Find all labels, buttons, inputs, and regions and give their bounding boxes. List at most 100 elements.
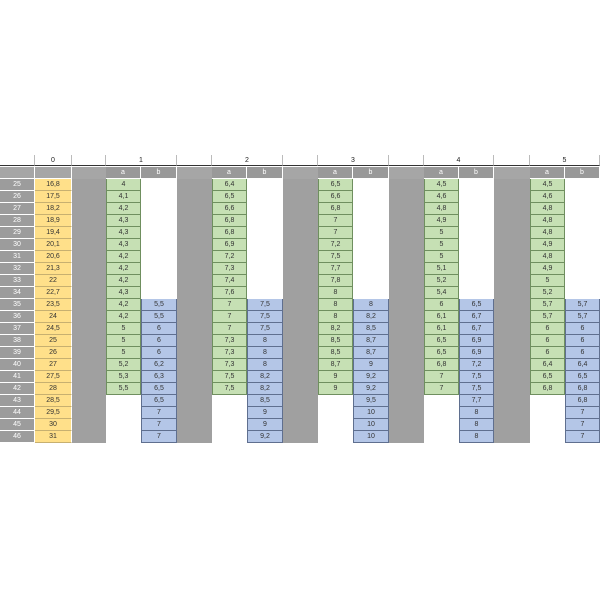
cell-col-0[interactable]: 24 (35, 311, 72, 323)
cell-col-0[interactable]: 28,5 (35, 395, 72, 407)
cell-b[interactable]: 6 (141, 347, 177, 359)
cell-a[interactable]: 4,2 (106, 311, 141, 323)
cell-a[interactable]: 4,2 (106, 275, 141, 287)
row-number[interactable]: 42 (0, 383, 35, 395)
cell-b[interactable] (353, 191, 389, 203)
cell-b[interactable]: 6 (565, 323, 600, 335)
column-header-4[interactable]: 4 (424, 155, 494, 166)
cell-b[interactable] (459, 263, 494, 275)
cell-b[interactable] (565, 179, 600, 191)
cell-a[interactable]: 5,3 (106, 371, 141, 383)
cell-a[interactable]: 4,9 (530, 239, 565, 251)
cell-a[interactable]: 7,8 (318, 275, 353, 287)
cell-b[interactable]: 7,5 (459, 383, 494, 395)
cell-b[interactable] (459, 227, 494, 239)
cell-b[interactable] (565, 287, 600, 299)
cell-b[interactable] (353, 203, 389, 215)
cell-a[interactable]: 7,5 (318, 251, 353, 263)
cell-a[interactable]: 4,3 (106, 227, 141, 239)
column-header-0[interactable]: 0 (35, 155, 72, 166)
cell-a[interactable]: 4 (106, 179, 141, 191)
cell-a[interactable]: 7 (318, 227, 353, 239)
cell-b[interactable] (353, 215, 389, 227)
cell-b[interactable]: 7,2 (459, 359, 494, 371)
cell-a[interactable]: 4,2 (106, 263, 141, 275)
cell-b[interactable]: 7 (565, 407, 600, 419)
cell-b[interactable]: 6,3 (141, 371, 177, 383)
cell-a[interactable]: 5,7 (530, 299, 565, 311)
cell-a[interactable]: 5,2 (530, 287, 565, 299)
cell-a[interactable]: 4,8 (424, 203, 459, 215)
cell-b[interactable]: 9 (247, 419, 283, 431)
cell-b[interactable]: 6,9 (459, 335, 494, 347)
cell-a[interactable] (212, 407, 247, 419)
cell-b[interactable] (565, 215, 600, 227)
cell-a[interactable]: 5 (424, 251, 459, 263)
cell-b[interactable] (141, 191, 177, 203)
cell-b[interactable]: 5,7 (565, 311, 600, 323)
cell-a[interactable]: 4,9 (424, 215, 459, 227)
cell-b[interactable]: 5,7 (565, 299, 600, 311)
cell-a[interactable]: 5 (424, 227, 459, 239)
row-number[interactable]: 43 (0, 395, 35, 407)
cell-col-0[interactable]: 28 (35, 383, 72, 395)
cell-b[interactable]: 8 (247, 347, 283, 359)
cell-a[interactable]: 4,3 (106, 215, 141, 227)
cell-b[interactable] (565, 191, 600, 203)
cell-a[interactable]: 8,7 (318, 359, 353, 371)
cell-b[interactable]: 6,5 (459, 299, 494, 311)
cell-b[interactable] (141, 275, 177, 287)
cell-a[interactable] (424, 407, 459, 419)
cell-a[interactable] (106, 407, 141, 419)
cell-b[interactable]: 9 (247, 407, 283, 419)
cell-b[interactable] (247, 191, 283, 203)
cell-col-0[interactable]: 31 (35, 431, 72, 443)
cell-a[interactable]: 7,3 (212, 263, 247, 275)
cell-a[interactable]: 8 (318, 287, 353, 299)
cell-col-0[interactable]: 27 (35, 359, 72, 371)
cell-b[interactable] (459, 239, 494, 251)
cell-a[interactable] (212, 395, 247, 407)
cell-a[interactable]: 5,2 (424, 275, 459, 287)
cell-a[interactable]: 6,8 (212, 227, 247, 239)
cell-b[interactable]: 8 (247, 335, 283, 347)
cell-b[interactable]: 6 (141, 323, 177, 335)
row-number[interactable]: 39 (0, 347, 35, 359)
row-number[interactable]: 34 (0, 287, 35, 299)
cell-b[interactable]: 6,5 (141, 395, 177, 407)
cell-a[interactable]: 4,2 (106, 299, 141, 311)
cell-b[interactable]: 7,5 (247, 299, 283, 311)
cell-a[interactable]: 4,8 (530, 203, 565, 215)
row-number[interactable]: 36 (0, 311, 35, 323)
cell-b[interactable] (141, 179, 177, 191)
cell-b[interactable]: 7 (565, 419, 600, 431)
cell-a[interactable] (530, 395, 565, 407)
cell-a[interactable]: 6 (530, 347, 565, 359)
cell-a[interactable]: 6,6 (212, 203, 247, 215)
cell-a[interactable]: 6 (530, 335, 565, 347)
cell-a[interactable]: 5 (106, 347, 141, 359)
cell-b[interactable]: 5,5 (141, 311, 177, 323)
cell-b[interactable]: 6,4 (565, 359, 600, 371)
cell-col-0[interactable]: 21,3 (35, 263, 72, 275)
cell-a[interactable]: 7 (212, 299, 247, 311)
cell-col-0[interactable]: 22,7 (35, 287, 72, 299)
cell-b[interactable]: 8,5 (247, 395, 283, 407)
cell-a[interactable]: 4,3 (106, 239, 141, 251)
cell-a[interactable]: 6 (530, 323, 565, 335)
cell-b[interactable] (459, 287, 494, 299)
row-number[interactable]: 46 (0, 431, 35, 443)
cell-b[interactable]: 10 (353, 419, 389, 431)
cell-b[interactable] (459, 191, 494, 203)
cell-b[interactable]: 6,7 (459, 323, 494, 335)
cell-b[interactable]: 8 (459, 431, 494, 443)
cell-a[interactable]: 4,5 (424, 179, 459, 191)
cell-b[interactable]: 8 (459, 407, 494, 419)
cell-a[interactable]: 6,1 (424, 311, 459, 323)
row-number[interactable]: 41 (0, 371, 35, 383)
cell-a[interactable]: 5 (424, 239, 459, 251)
cell-a[interactable] (318, 419, 353, 431)
cell-col-0[interactable]: 26 (35, 347, 72, 359)
cell-a[interactable]: 7,5 (212, 371, 247, 383)
cell-a[interactable]: 6,8 (318, 203, 353, 215)
